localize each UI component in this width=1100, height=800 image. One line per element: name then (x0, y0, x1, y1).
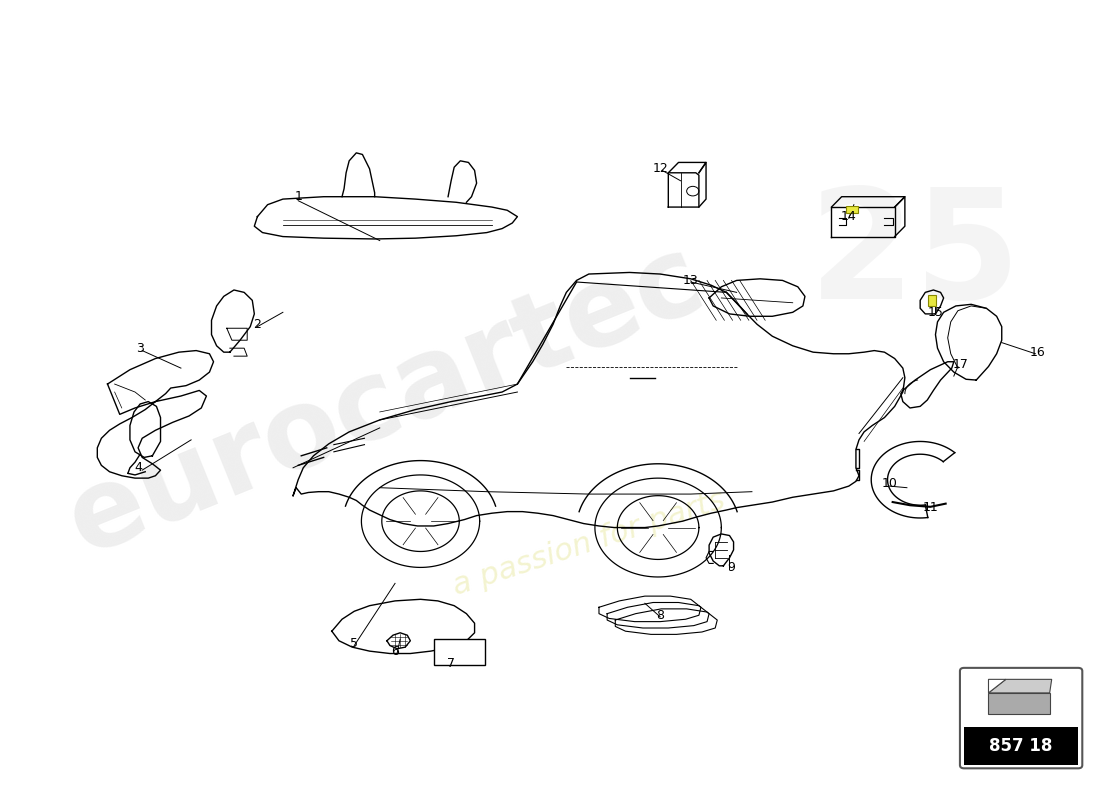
Polygon shape (989, 679, 1005, 693)
Text: 6: 6 (392, 645, 399, 658)
Bar (964, 727, 1078, 765)
Polygon shape (989, 679, 1052, 693)
Text: 1: 1 (294, 190, 302, 203)
Text: 8: 8 (657, 609, 664, 622)
Text: 10: 10 (881, 478, 898, 490)
FancyBboxPatch shape (960, 668, 1082, 768)
Text: 9: 9 (727, 561, 736, 574)
Text: 4: 4 (134, 462, 142, 474)
Text: 5: 5 (350, 637, 359, 650)
Bar (846, 206, 858, 213)
Text: 12: 12 (652, 162, 668, 175)
Text: 11: 11 (923, 501, 938, 514)
Text: a passion for parts: a passion for parts (449, 486, 728, 602)
Text: 14: 14 (840, 210, 857, 223)
Text: eurocartec: eurocartec (52, 224, 718, 576)
Polygon shape (989, 693, 1049, 714)
Text: 15: 15 (927, 306, 944, 319)
Text: 25: 25 (808, 182, 1021, 331)
Bar (433, 639, 485, 665)
Text: 3: 3 (136, 342, 144, 354)
Text: 16: 16 (1030, 346, 1045, 358)
Text: 2: 2 (253, 318, 262, 330)
Text: 7: 7 (447, 657, 455, 670)
Bar (928, 294, 936, 306)
Text: 857 18: 857 18 (989, 738, 1053, 755)
Text: 17: 17 (953, 358, 969, 370)
Text: 13: 13 (683, 274, 698, 287)
